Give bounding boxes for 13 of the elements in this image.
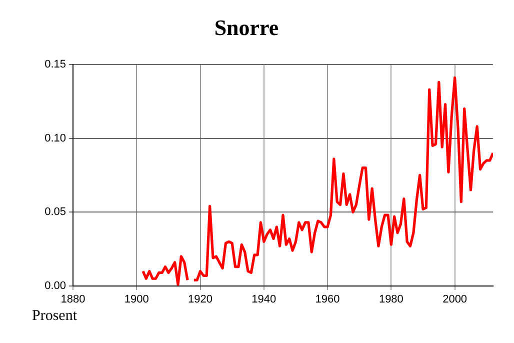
x-tick-label: 1940: [252, 294, 276, 306]
x-tick-label: 1920: [188, 294, 213, 306]
x-tick-label: 1960: [315, 294, 340, 306]
text: Prosent: [32, 308, 77, 325]
chart-title: Snorre: [214, 14, 279, 40]
x-tick-label: 1980: [378, 294, 404, 306]
y-tick-label: 0.05: [44, 206, 66, 218]
y-tick-label: 0.15: [44, 58, 66, 70]
y-tick-label: 0.10: [44, 132, 66, 144]
x-tick-label: 1900: [124, 294, 149, 306]
y-tick-label: 0.00: [44, 280, 66, 292]
x-tick-label: 2000: [442, 294, 468, 306]
x-tick-label: 1880: [60, 294, 86, 306]
